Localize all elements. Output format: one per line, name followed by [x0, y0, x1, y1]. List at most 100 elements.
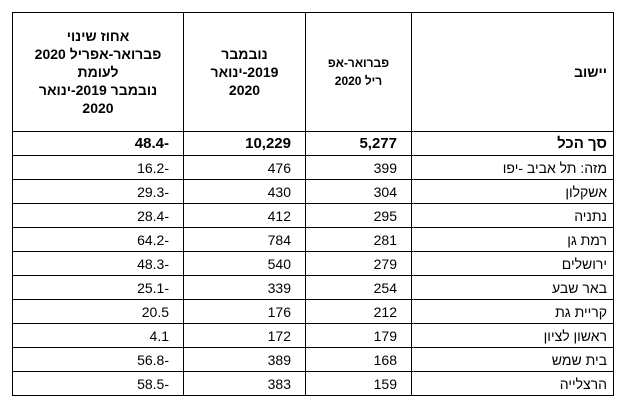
cell-text: 159 — [373, 375, 397, 392]
cell-text: 279 — [373, 255, 397, 272]
cell-text: 295 — [373, 207, 397, 224]
cell-text: 212 — [373, 303, 397, 320]
cell-text: 172 — [267, 327, 291, 344]
cell-text: 10,229 — [245, 135, 291, 152]
cell-text: ירושלים — [561, 255, 607, 272]
cell-text: 168 — [373, 351, 397, 368]
cell-text: באר שבע — [552, 279, 607, 296]
number-cell: 295 — [305, 203, 412, 228]
table-row: באר שבע 254 339 25.1- — [12, 275, 614, 300]
settlement-cell: ראשון לציון — [411, 323, 614, 348]
cell-text: נתניה — [574, 207, 607, 224]
settlement-cell: אשקלון — [411, 179, 614, 204]
cell-text: 28.4- — [137, 207, 169, 224]
cell-text: ראשון לציון — [543, 327, 607, 344]
settlement-cell: באר שבע — [411, 275, 614, 300]
number-cell: 56.8- — [12, 347, 184, 372]
cell-text: 254 — [373, 279, 397, 296]
number-cell: 430 — [183, 179, 306, 204]
number-cell: 48.3- — [12, 251, 184, 276]
number-cell: 212 — [305, 299, 412, 324]
number-cell: 168 — [305, 347, 412, 372]
number-cell: 281 — [305, 227, 412, 252]
table-row: מזה: תל אביב -יפו 399 476 16.2- — [12, 155, 614, 180]
number-cell: 383 — [183, 371, 306, 396]
header-line: 2019-ינואר — [210, 64, 279, 80]
table-body: סך הכל 5,277 10,229 48.4- מזה: תל אביב -יפו 3… — [12, 131, 614, 396]
settlement-cell: ירושלים — [411, 251, 614, 276]
total-row: סך הכל 5,277 10,229 48.4- — [12, 131, 614, 156]
cell-text: 29.3- — [137, 183, 169, 200]
cell-text: 48.3- — [137, 255, 169, 272]
number-cell: 20.5 — [12, 299, 184, 324]
header-line: 2020 — [82, 100, 114, 116]
settlement-cell: מזה: תל אביב -יפו — [411, 155, 614, 180]
cell-text: קריית גת — [555, 303, 607, 320]
table-row: אשקלון 304 430 29.3- — [12, 179, 614, 204]
number-cell: 476 — [183, 155, 306, 180]
header-cell: פברואר-אפ ריל 2020 — [305, 12, 412, 132]
header-cell: אחוז שינוי פברואר-אפריל 2020 לעומת נובמבר 2… — [12, 12, 184, 132]
number-cell: 25.1- — [12, 275, 184, 300]
number-cell: 784 — [183, 227, 306, 252]
number-cell: 58.5- — [12, 371, 184, 396]
number-cell: 399 — [305, 155, 412, 180]
header-line: יישוב — [574, 64, 607, 80]
settlement-cell: קריית גת — [411, 299, 614, 324]
header-cell: יישוב — [411, 12, 614, 132]
settlement-cell: הרצלייה — [411, 371, 614, 396]
cell-text: 4.1 — [149, 327, 169, 344]
table-row: נתניה 295 412 28.4- — [12, 203, 614, 228]
number-cell: 279 — [305, 251, 412, 276]
number-cell: 5,277 — [305, 131, 412, 156]
cell-text: 339 — [267, 279, 291, 296]
number-cell: 172 — [183, 323, 306, 348]
number-cell: 28.4- — [12, 203, 184, 228]
cell-text: 64.2- — [137, 231, 169, 248]
cell-text: 16.2- — [137, 159, 169, 176]
cell-text: הרצלייה — [559, 375, 607, 392]
data-table: יישוב פברואר-אפ ריל 2020 נובמבר 2019-ינואר 20… — [12, 12, 614, 396]
cell-text: 48.4- — [134, 135, 169, 152]
number-cell: 159 — [305, 371, 412, 396]
header-line: פברואר-אפריל 2020 — [34, 46, 162, 62]
table-row: בית שמש 168 389 56.8- — [12, 347, 614, 372]
cell-text: 784 — [267, 231, 291, 248]
cell-text: 20.5 — [141, 303, 169, 320]
number-cell: 176 — [183, 299, 306, 324]
header-line: לעומת — [77, 64, 119, 80]
number-cell: 254 — [305, 275, 412, 300]
cell-text: 25.1- — [137, 279, 169, 296]
number-cell: 179 — [305, 323, 412, 348]
header-line: נובמבר — [221, 46, 268, 62]
number-cell: 304 — [305, 179, 412, 204]
number-cell: 10,229 — [183, 131, 306, 156]
header-line: 2020 — [228, 82, 261, 98]
settlement-cell: בית שמש — [411, 347, 614, 372]
settlement-cell: רמת גן — [411, 227, 614, 252]
number-cell: 29.3- — [12, 179, 184, 204]
table-row: קריית גת 212 176 20.5 — [12, 299, 614, 324]
cell-text: 56.8- — [137, 351, 169, 368]
cell-text: 5,277 — [359, 135, 397, 152]
cell-text: בית שמש — [551, 351, 607, 368]
number-cell: 412 — [183, 203, 306, 228]
cell-text: 58.5- — [137, 375, 169, 392]
cell-text: 389 — [267, 351, 291, 368]
header-line: אחוז שינוי — [66, 28, 130, 44]
cell-text: 540 — [267, 255, 291, 272]
cell-text: 176 — [267, 303, 291, 320]
table-row: ראשון לציון 179 172 4.1 — [12, 323, 614, 348]
header-line: פברואר-אפ — [327, 56, 390, 70]
cell-text: 179 — [373, 327, 397, 344]
cell-text: 399 — [373, 159, 397, 176]
cell-text: רמת גן — [567, 231, 607, 248]
cell-text: 304 — [373, 183, 397, 200]
number-cell: 339 — [183, 275, 306, 300]
cell-text: 476 — [267, 159, 291, 176]
cell-text: אשקלון — [565, 183, 607, 200]
number-cell: 48.4- — [12, 131, 184, 156]
cell-text: 430 — [267, 183, 291, 200]
number-cell: 540 — [183, 251, 306, 276]
number-cell: 16.2- — [12, 155, 184, 180]
